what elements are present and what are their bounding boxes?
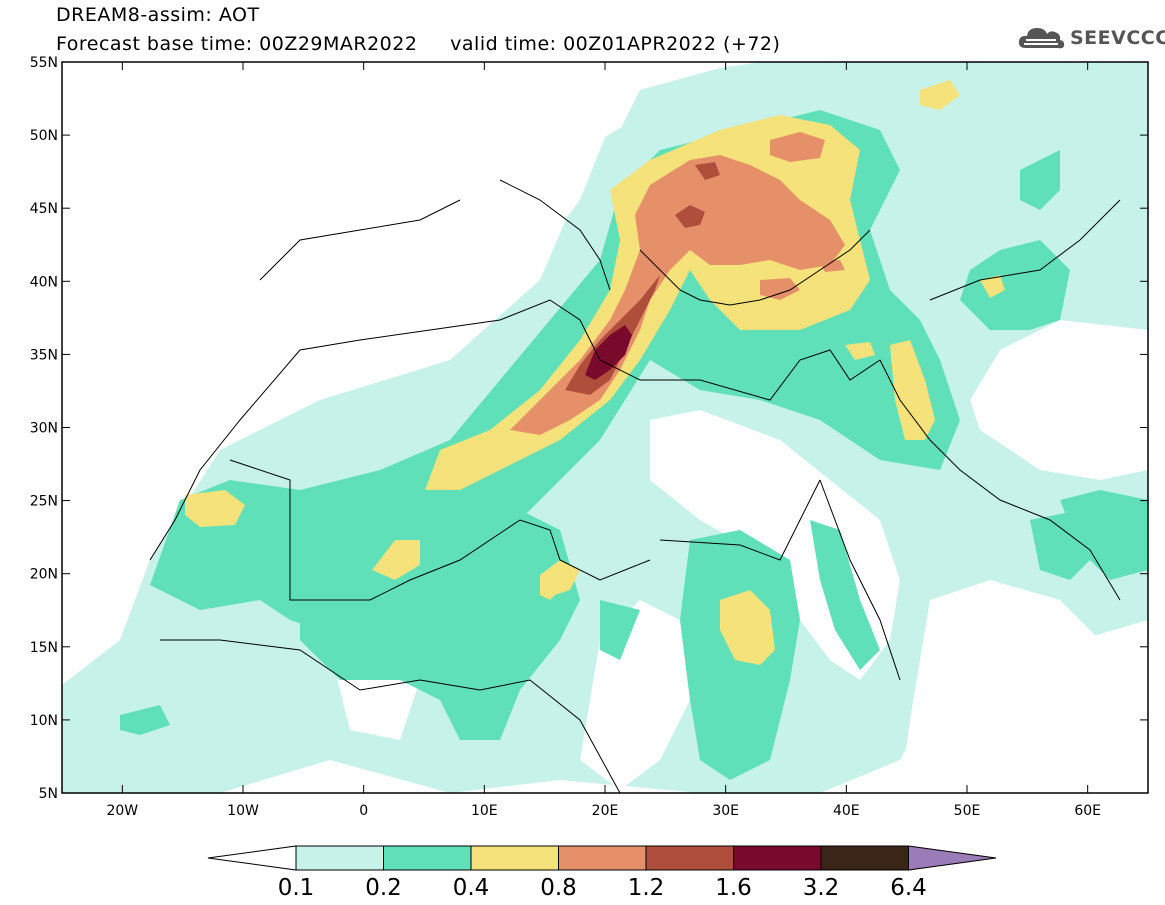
colorbar-swatch (470, 845, 559, 871)
lat-tick-label: 25N (30, 494, 58, 510)
logo: SEEVCCC (1016, 24, 1165, 52)
colorbar-label: 0.2 (365, 875, 402, 901)
lon-tick-label: 30E (712, 803, 739, 819)
lon-tick-label: 20E (592, 803, 619, 819)
lat-tick-label: 35N (30, 347, 58, 363)
colorbar-swatch (733, 845, 822, 871)
colorbar: 0.1 0.2 0.4 0.8 1.2 1.6 3.2 6.4 (207, 845, 997, 901)
lon-tick-label: 60E (1074, 803, 1101, 819)
colorbar-label: 0.8 (540, 875, 577, 901)
valid-time: valid time: 00Z01APR2022 (+72) (450, 33, 781, 55)
colorbar-swatch (383, 845, 472, 871)
colorbar-label: 3.2 (803, 875, 840, 901)
lat-tick-label: 45N (30, 201, 58, 217)
logo-text: SEEVCCC (1070, 27, 1165, 49)
colorbar-label: 0.4 (453, 875, 490, 901)
forecast-times: Forecast base time: 00Z29MAR2022 valid t… (56, 33, 780, 55)
base-time: Forecast base time: 00Z29MAR2022 (56, 33, 418, 55)
colorbar-label: 1.6 (715, 875, 752, 901)
coastlines (149, 179, 1121, 793)
lon-tick-label: 40E (833, 803, 860, 819)
lon-tick-label: 10E (471, 803, 498, 819)
lon-tick-label: 50E (954, 803, 981, 819)
lat-tick-label: 55N (30, 55, 58, 71)
lat-tick-label: 5N (39, 786, 58, 802)
colorbar-swatch (645, 845, 734, 871)
aot-field (62, 62, 1148, 793)
colorbar-label: 0.1 (278, 875, 315, 901)
colorbar-swatch (295, 845, 384, 871)
lon-tick-label: 0 (359, 803, 368, 819)
lon-tick-label: 20W (106, 803, 138, 819)
lat-tick-label: 20N (30, 567, 58, 583)
lat-tick-label: 10N (30, 713, 58, 729)
lat-tick-label: 50N (30, 128, 58, 144)
latitude-axis: 55N 50N 45N 40N 35N 30N 25N 20N 15N 10N 5N (30, 55, 1148, 802)
colorbar-label: 1.2 (628, 875, 665, 901)
colorbar-under-arrow (207, 845, 297, 871)
colorbar-over-arrow (908, 845, 997, 871)
colorbar-swatch (820, 845, 909, 871)
aot-level-1.6 (585, 325, 632, 380)
lat-tick-label: 15N (30, 640, 58, 656)
lat-tick-label: 30N (30, 421, 58, 437)
colorbar-swatch (558, 845, 647, 871)
lat-tick-label: 40N (30, 274, 58, 290)
longitude-axis: 20W 10W 0 10E 20E 30E 40E 50E 60E (106, 62, 1101, 819)
colorbar-label: 6.4 (890, 875, 927, 901)
cloud-icon (1018, 28, 1065, 49)
map-title: DREAM8-assim: AOT (56, 4, 260, 26)
aot-level-1.2 (565, 162, 720, 395)
lon-tick-label: 10W (227, 803, 259, 819)
